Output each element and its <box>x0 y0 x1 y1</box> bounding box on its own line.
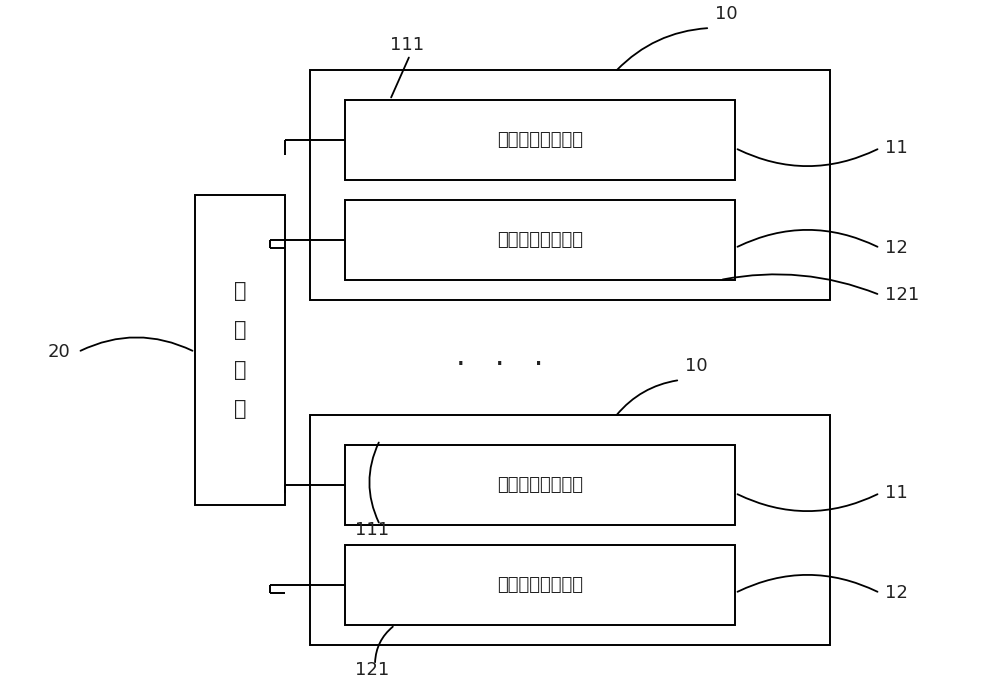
Bar <box>345 200 735 280</box>
Text: 121: 121 <box>355 661 389 679</box>
Bar <box>345 545 735 625</box>
Text: 111: 111 <box>390 36 424 54</box>
Bar <box>345 100 735 180</box>
Bar <box>195 195 285 505</box>
Text: 20: 20 <box>48 343 71 361</box>
Text: 121: 121 <box>885 286 919 304</box>
Bar <box>345 445 735 525</box>
Text: 12: 12 <box>885 584 908 602</box>
Text: 10: 10 <box>685 357 708 375</box>
Bar <box>310 70 830 300</box>
Bar <box>310 415 830 645</box>
Text: 11: 11 <box>885 484 908 502</box>
Text: 第一发光二极管组: 第一发光二极管组 <box>497 131 583 149</box>
Text: ·   ·   ·: · · · <box>456 350 544 380</box>
Text: 控
制
单
元: 控 制 单 元 <box>234 281 246 419</box>
Text: 10: 10 <box>715 5 738 23</box>
Text: 11: 11 <box>885 139 908 157</box>
Text: 第二发光二极管组: 第二发光二极管组 <box>497 231 583 249</box>
Text: 111: 111 <box>355 521 389 539</box>
Text: 第一发光二极管组: 第一发光二极管组 <box>497 476 583 494</box>
Text: 第二发光二极管组: 第二发光二极管组 <box>497 576 583 594</box>
Text: 12: 12 <box>885 239 908 257</box>
